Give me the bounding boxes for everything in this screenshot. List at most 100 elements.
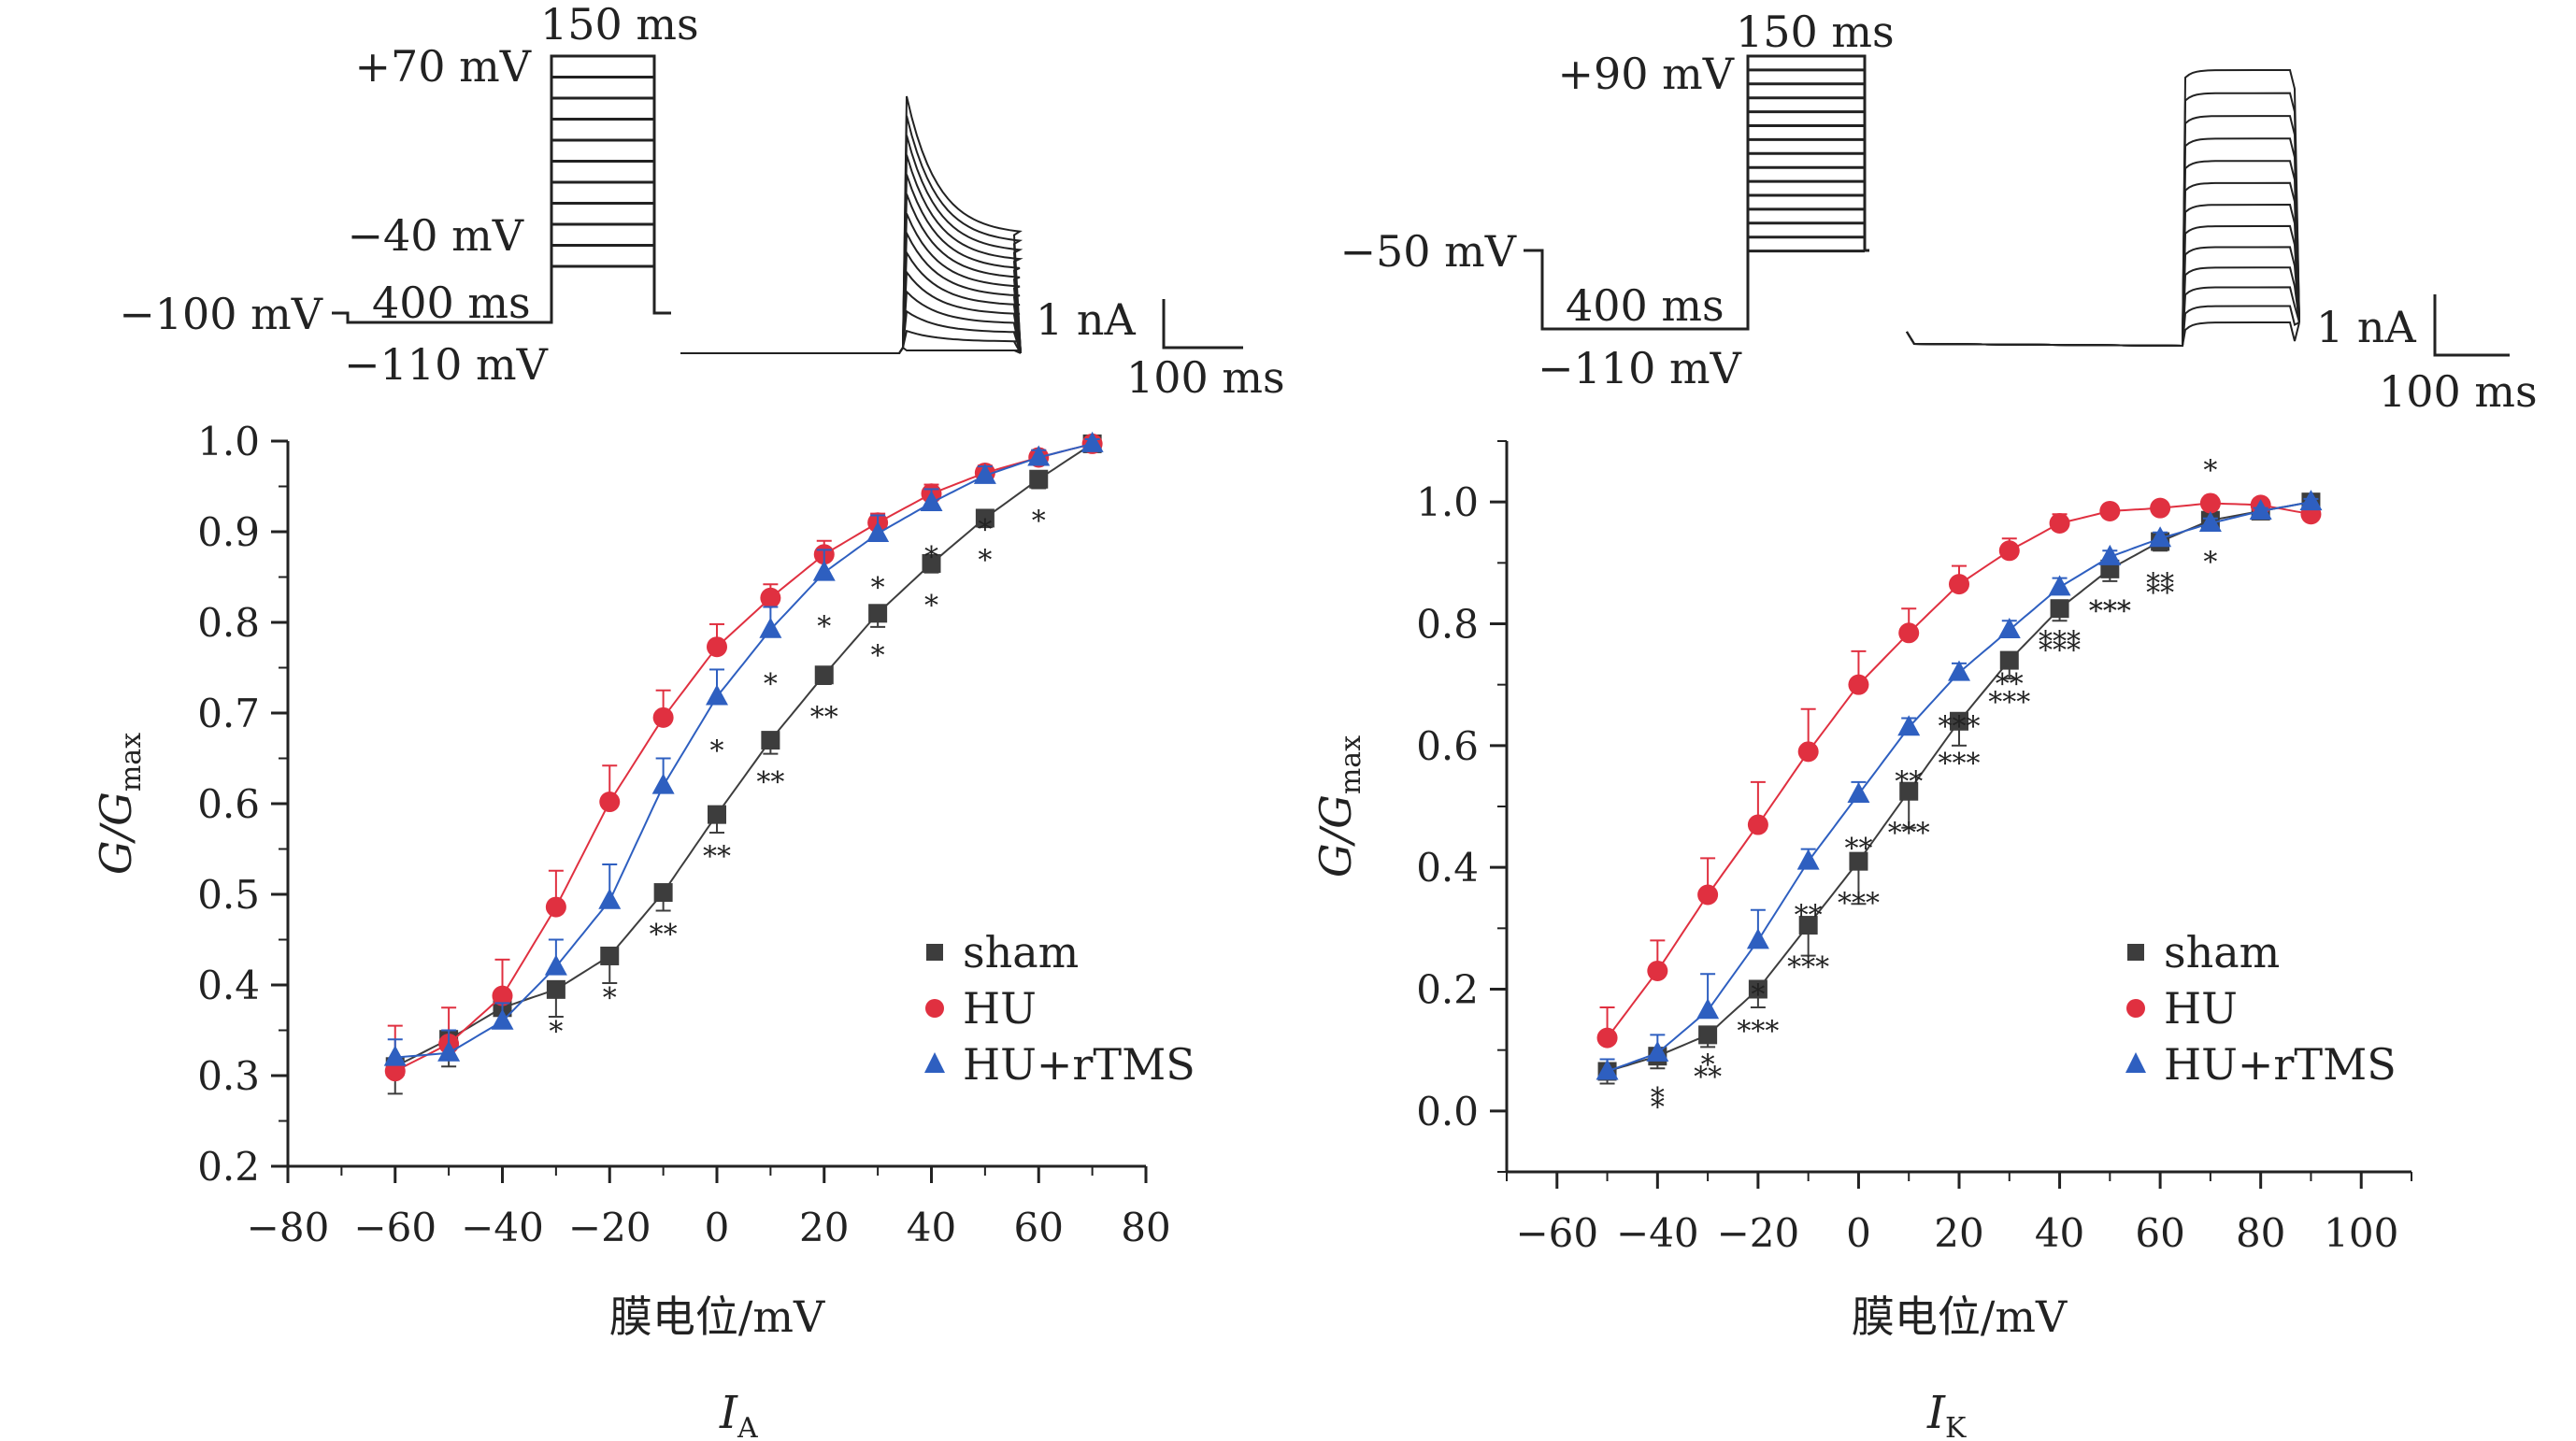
current-trace [680, 193, 1022, 354]
significance-marker: ** [703, 841, 731, 874]
data-point-hu-rtms [1847, 781, 1870, 803]
x-tick-label: −60 [1515, 1210, 1598, 1256]
current-trace [680, 135, 1023, 354]
y-tick-label: 0.9 [197, 509, 260, 555]
data-point-sham [1748, 979, 1767, 999]
significance-marker: * [924, 590, 938, 622]
protocol-step-duration: 150 ms [540, 0, 699, 50]
data-point-sham [708, 805, 726, 824]
legend-label: HU+rTMS [2164, 1039, 2397, 1090]
data-point-hu [2049, 512, 2070, 534]
data-point-hu-rtms [598, 888, 622, 909]
data-point-sham [2050, 599, 2069, 619]
significance-marker: *** [1939, 711, 1981, 744]
data-point-hu [1848, 674, 1869, 695]
x-tick-label: 80 [1121, 1205, 1170, 1250]
data-point-hu-rtms [1897, 715, 1921, 736]
significance-marker: *** [2089, 595, 2131, 628]
significance-marker: *** [1888, 818, 1930, 850]
significance-marker: ** [1996, 668, 2024, 701]
data-point-hu-rtms [706, 684, 728, 706]
data-point-sham [1999, 650, 2019, 670]
significance-marker: *** [2089, 595, 2131, 628]
data-point-sham [1849, 851, 1868, 871]
protocol-prepulse-duration: 400 ms [1566, 280, 1724, 331]
data-point-hu [492, 985, 513, 1006]
significance-marker: ** [1895, 765, 1923, 798]
protocol-prepulse-label: −110 mV [344, 339, 549, 390]
significance-marker: * [603, 982, 617, 1015]
x-tick-label: −20 [1717, 1210, 1800, 1256]
data-point-hu [1697, 884, 1719, 906]
significance-marker: *** [1787, 951, 1829, 984]
protocol-hold-label: −50 mV [1339, 226, 1516, 277]
y-axis-label: G/Gmax [91, 733, 148, 875]
x-axis-label: 膜电位/mV [609, 1291, 825, 1342]
data-point-hu-rtms [812, 560, 836, 581]
current-trace [680, 329, 1022, 354]
data-point-hu-rtms [1696, 998, 1720, 1020]
significance-marker: *** [2039, 635, 2081, 667]
scale-time-ia: 100 ms [1126, 352, 1285, 403]
data-point-hu-rtms [2098, 544, 2122, 565]
legend-marker-hu-rtms [924, 1052, 945, 1073]
data-point-hu-rtms [544, 954, 567, 976]
data-point-hu [1797, 741, 1819, 763]
current-trace [680, 115, 1023, 354]
panel-caption-ik: IK [1926, 1387, 1967, 1441]
data-point-hu-rtms [1948, 660, 1970, 681]
legend-marker-hu-rtms [2125, 1052, 2146, 1073]
data-point-hu-rtms [973, 463, 996, 484]
data-point-hu [760, 587, 781, 608]
current-trace [1906, 321, 2300, 348]
y-tick-label: 0.2 [197, 1144, 260, 1190]
protocol-prepulse-label: −110 mV [1538, 343, 1742, 393]
protocol-step-duration: 150 ms [1736, 7, 1895, 57]
data-point-hu-rtms [383, 1045, 407, 1066]
x-axis-label: 膜电位/mV [1852, 1291, 2068, 1342]
x-tick-label: 80 [2236, 1210, 2285, 1256]
legend-label: sham [963, 927, 1079, 977]
data-point-hu [2099, 500, 2121, 521]
data-point-sham [1698, 1025, 1718, 1045]
current-trace [1906, 305, 2300, 348]
significance-marker: * [710, 735, 724, 768]
significance-marker: * [817, 611, 831, 644]
data-point-hu-rtms [437, 1040, 461, 1062]
current-trace [680, 154, 1023, 354]
significance-marker: ** [756, 766, 784, 799]
legend-label: HU [2164, 983, 2238, 1034]
significance-marker: * [871, 639, 885, 672]
current-trace [680, 95, 1023, 354]
data-point-hu-rtms [1746, 928, 1769, 949]
data-point-hu [1647, 960, 1668, 981]
data-point-sham [1899, 781, 1919, 801]
x-tick-label: −20 [568, 1205, 651, 1250]
data-point-hu [384, 1061, 406, 1082]
y-tick-label: 0.8 [197, 600, 260, 646]
x-tick-label: −60 [353, 1205, 436, 1250]
current-traces-ia [680, 95, 1023, 354]
legend-marker-hu [925, 999, 944, 1018]
current-trace [1906, 286, 2300, 348]
data-point-sham [546, 979, 565, 999]
current-trace [680, 229, 1022, 354]
protocol-step-bottom-label: −40 mV [347, 210, 523, 261]
current-trace [1906, 224, 2300, 348]
current-trace [1906, 246, 2300, 348]
current-trace [680, 250, 1022, 354]
data-point-hu-rtms [2149, 526, 2172, 548]
data-point-sham [600, 946, 620, 965]
data-point-hu [652, 706, 674, 728]
y-tick-label: 0.6 [197, 781, 260, 827]
y-tick-label: 0.4 [1416, 845, 1479, 891]
legend-label: sham [2164, 927, 2280, 977]
current-trace [1906, 92, 2300, 348]
data-point-hu-rtms [1646, 1040, 1669, 1062]
data-point-sham [1950, 711, 1968, 731]
y-tick-label: 0.8 [1416, 602, 1479, 648]
data-point-hu-rtms [2048, 575, 2071, 596]
y-tick-label: 0.3 [197, 1053, 260, 1099]
scale-time-ik: 100 ms [2379, 366, 2538, 417]
y-tick-label: 0.0 [1416, 1089, 1479, 1134]
